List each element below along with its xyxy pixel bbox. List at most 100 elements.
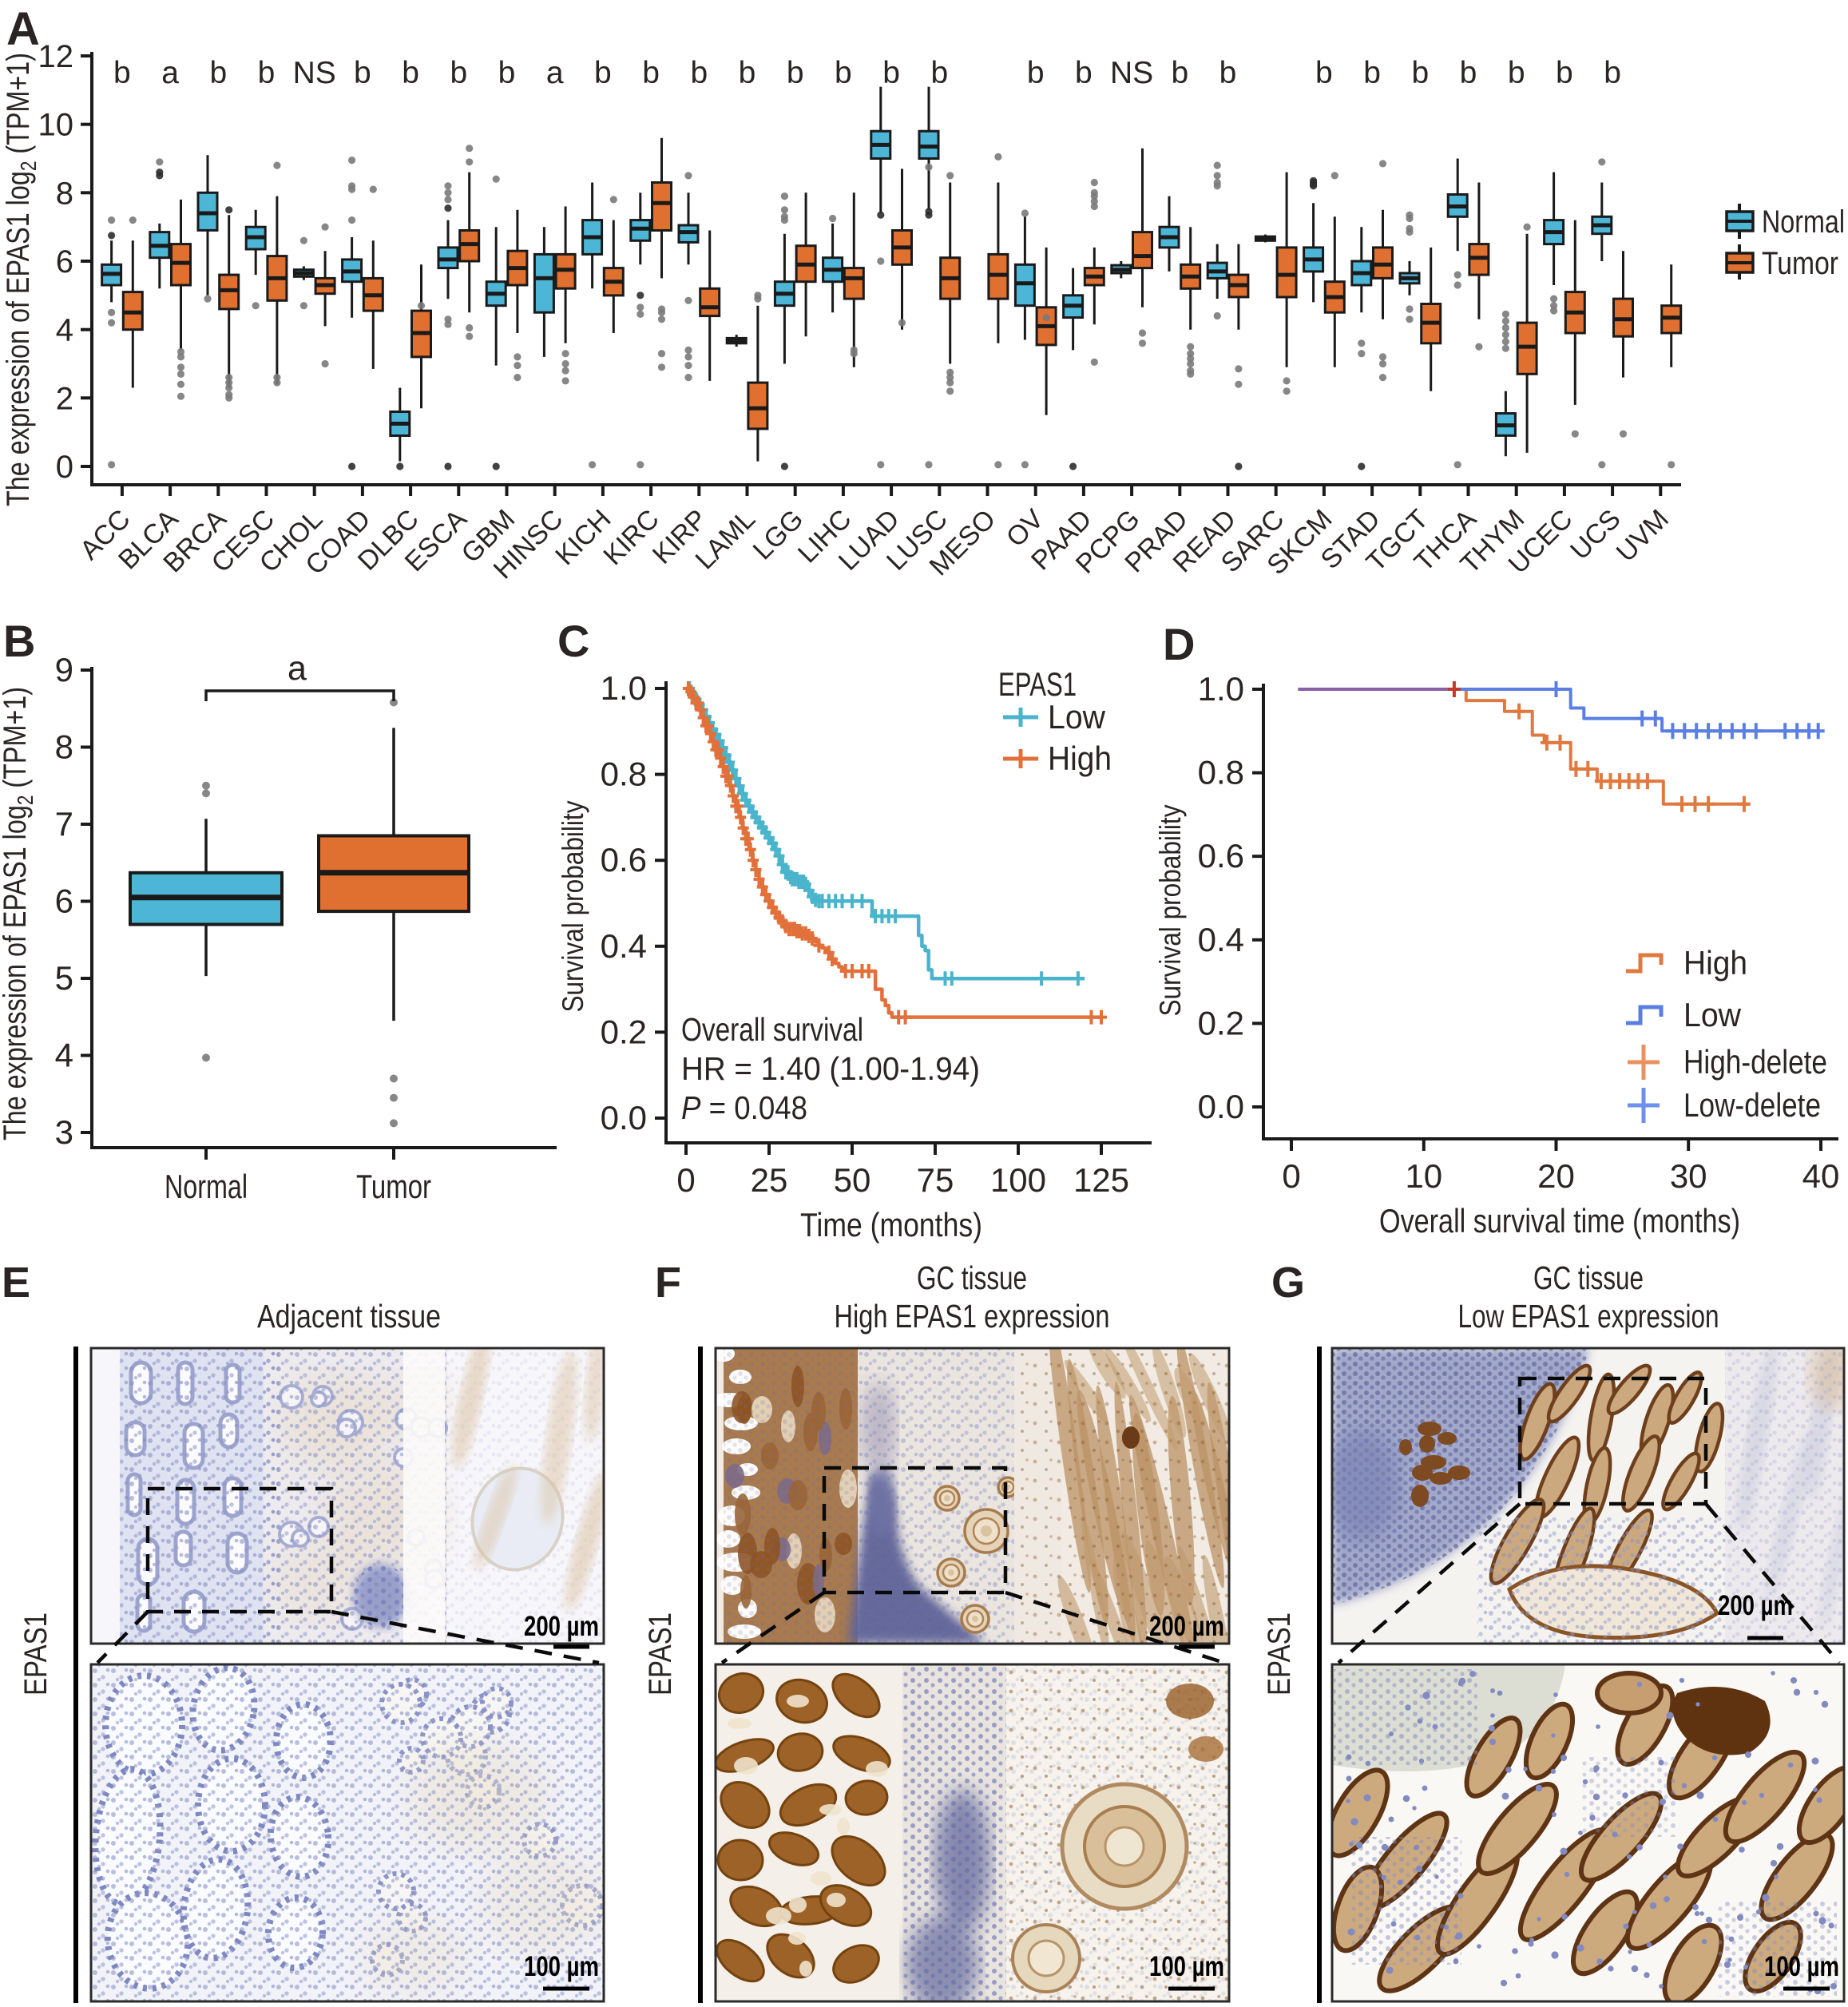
- svg-text:0.2: 0.2: [1198, 1004, 1244, 1041]
- svg-text:12: 12: [38, 39, 74, 74]
- svg-text:b: b: [835, 56, 852, 90]
- svg-text:High: High: [1683, 944, 1747, 982]
- svg-text:HR = 1.40 (1.00-1.94): HR = 1.40 (1.00-1.94): [681, 1050, 980, 1087]
- svg-text:EPAS1: EPAS1: [643, 1612, 678, 1696]
- svg-text:a: a: [161, 56, 179, 90]
- svg-text:EPAS1: EPAS1: [18, 1612, 54, 1696]
- svg-text:4: 4: [56, 313, 73, 348]
- svg-text:Tumor: Tumor: [1762, 246, 1838, 281]
- svg-text:Low: Low: [1048, 698, 1106, 736]
- svg-text:a: a: [546, 56, 564, 90]
- svg-text:E: E: [2, 1259, 30, 1307]
- svg-text:4: 4: [55, 1037, 73, 1074]
- svg-text:0.6: 0.6: [1198, 837, 1244, 875]
- svg-text:a: a: [288, 649, 307, 688]
- svg-text:b: b: [739, 56, 756, 90]
- svg-text:b: b: [1556, 56, 1573, 90]
- svg-text:The expression of EPAS1 log2 (: The expression of EPAS1 log2 (TPM+1): [1, 53, 41, 506]
- svg-text:b: b: [882, 56, 900, 90]
- svg-text:Low: Low: [1683, 996, 1742, 1033]
- svg-text:EPAS1: EPAS1: [998, 665, 1077, 703]
- svg-text:b: b: [450, 56, 467, 90]
- svg-text:40: 40: [1802, 1157, 1840, 1195]
- svg-text:b: b: [113, 56, 131, 90]
- svg-text:b: b: [594, 56, 612, 90]
- svg-text:3: 3: [55, 1113, 73, 1151]
- svg-text:6: 6: [55, 883, 73, 920]
- svg-text:9: 9: [55, 651, 73, 688]
- svg-text:D: D: [1163, 619, 1195, 669]
- svg-text:C: C: [557, 616, 589, 666]
- svg-text:b: b: [498, 56, 516, 90]
- svg-text:b: b: [1604, 56, 1621, 90]
- svg-text:100: 100: [990, 1161, 1046, 1199]
- svg-text:b: b: [1315, 56, 1333, 90]
- svg-text:Survival probability: Survival probability: [557, 800, 589, 1012]
- svg-text:b: b: [1508, 56, 1525, 90]
- svg-text:High: High: [1048, 740, 1112, 777]
- svg-text:0: 0: [56, 450, 73, 485]
- svg-text:P = 0.048: P = 0.048: [681, 1089, 807, 1126]
- svg-text:b: b: [642, 56, 660, 90]
- svg-text:0: 0: [676, 1161, 695, 1199]
- svg-text:b: b: [1411, 56, 1429, 90]
- svg-text:The expression of EPAS1 log2 (: The expression of EPAS1 log2 (TPM+1): [0, 687, 38, 1140]
- svg-text:Low EPAS1 expression: Low EPAS1 expression: [1458, 1298, 1719, 1335]
- svg-text:b: b: [258, 56, 276, 90]
- svg-text:0.2: 0.2: [601, 1013, 647, 1050]
- svg-text:Normal: Normal: [165, 1168, 248, 1205]
- svg-text:Survival probability: Survival probability: [1154, 804, 1187, 1016]
- svg-text:b: b: [930, 56, 948, 90]
- svg-text:2: 2: [56, 381, 73, 416]
- svg-text:Overall survival time (months): Overall survival time (months): [1379, 1202, 1740, 1240]
- svg-text:75: 75: [917, 1161, 954, 1199]
- svg-text:0.6: 0.6: [601, 841, 647, 879]
- svg-text:125: 125: [1073, 1161, 1129, 1199]
- svg-text:G: G: [1271, 1259, 1305, 1307]
- svg-text:b: b: [209, 56, 227, 90]
- svg-text:b: b: [1460, 56, 1477, 90]
- svg-text:10: 10: [38, 108, 74, 143]
- svg-text:NS: NS: [1110, 56, 1153, 90]
- svg-text:0.4: 0.4: [601, 927, 647, 965]
- svg-text:200 µm: 200 µm: [524, 1611, 599, 1642]
- svg-text:EPAS1: EPAS1: [1262, 1612, 1297, 1696]
- svg-text:8: 8: [56, 176, 73, 211]
- svg-text:GC tissue: GC tissue: [917, 1259, 1027, 1296]
- svg-text:30: 30: [1670, 1157, 1707, 1195]
- svg-text:Overall survival: Overall survival: [681, 1011, 863, 1048]
- svg-text:b: b: [1219, 56, 1237, 90]
- svg-text:GC tissue: GC tissue: [1533, 1259, 1644, 1296]
- svg-text:A: A: [6, 3, 40, 55]
- svg-text:b: b: [690, 56, 708, 90]
- svg-text:6: 6: [56, 244, 73, 280]
- svg-text:100 µm: 100 µm: [1764, 1951, 1839, 1982]
- svg-text:High EPAS1 expression: High EPAS1 expression: [835, 1298, 1110, 1335]
- svg-text:1.0: 1.0: [601, 669, 647, 707]
- svg-text:8: 8: [55, 728, 73, 766]
- svg-text:b: b: [787, 56, 804, 90]
- svg-text:Adjacent tissue: Adjacent tissue: [257, 1298, 441, 1335]
- svg-text:25: 25: [751, 1161, 788, 1199]
- svg-text:200 µm: 200 µm: [1718, 1590, 1793, 1621]
- svg-text:High-delete: High-delete: [1683, 1043, 1827, 1081]
- svg-text:200 µm: 200 µm: [1149, 1611, 1224, 1642]
- svg-text:50: 50: [834, 1161, 871, 1199]
- svg-text:Normal: Normal: [1762, 204, 1845, 240]
- svg-text:0.4: 0.4: [1198, 921, 1244, 958]
- svg-text:b: b: [402, 56, 419, 90]
- svg-text:0.0: 0.0: [1198, 1088, 1244, 1125]
- svg-text:0.0: 0.0: [601, 1099, 647, 1136]
- svg-text:10: 10: [1405, 1157, 1442, 1195]
- svg-text:B: B: [3, 616, 35, 666]
- svg-text:1.0: 1.0: [1198, 670, 1244, 708]
- svg-text:NS: NS: [293, 56, 336, 90]
- svg-text:100 µm: 100 µm: [524, 1951, 599, 1982]
- svg-text:0.8: 0.8: [601, 756, 647, 793]
- svg-text:b: b: [1171, 56, 1188, 90]
- svg-text:100 µm: 100 µm: [1149, 1951, 1224, 1982]
- svg-text:b: b: [1027, 56, 1045, 90]
- svg-text:0.8: 0.8: [1198, 754, 1244, 791]
- svg-text:b: b: [1363, 56, 1381, 90]
- svg-text:0: 0: [1282, 1157, 1300, 1195]
